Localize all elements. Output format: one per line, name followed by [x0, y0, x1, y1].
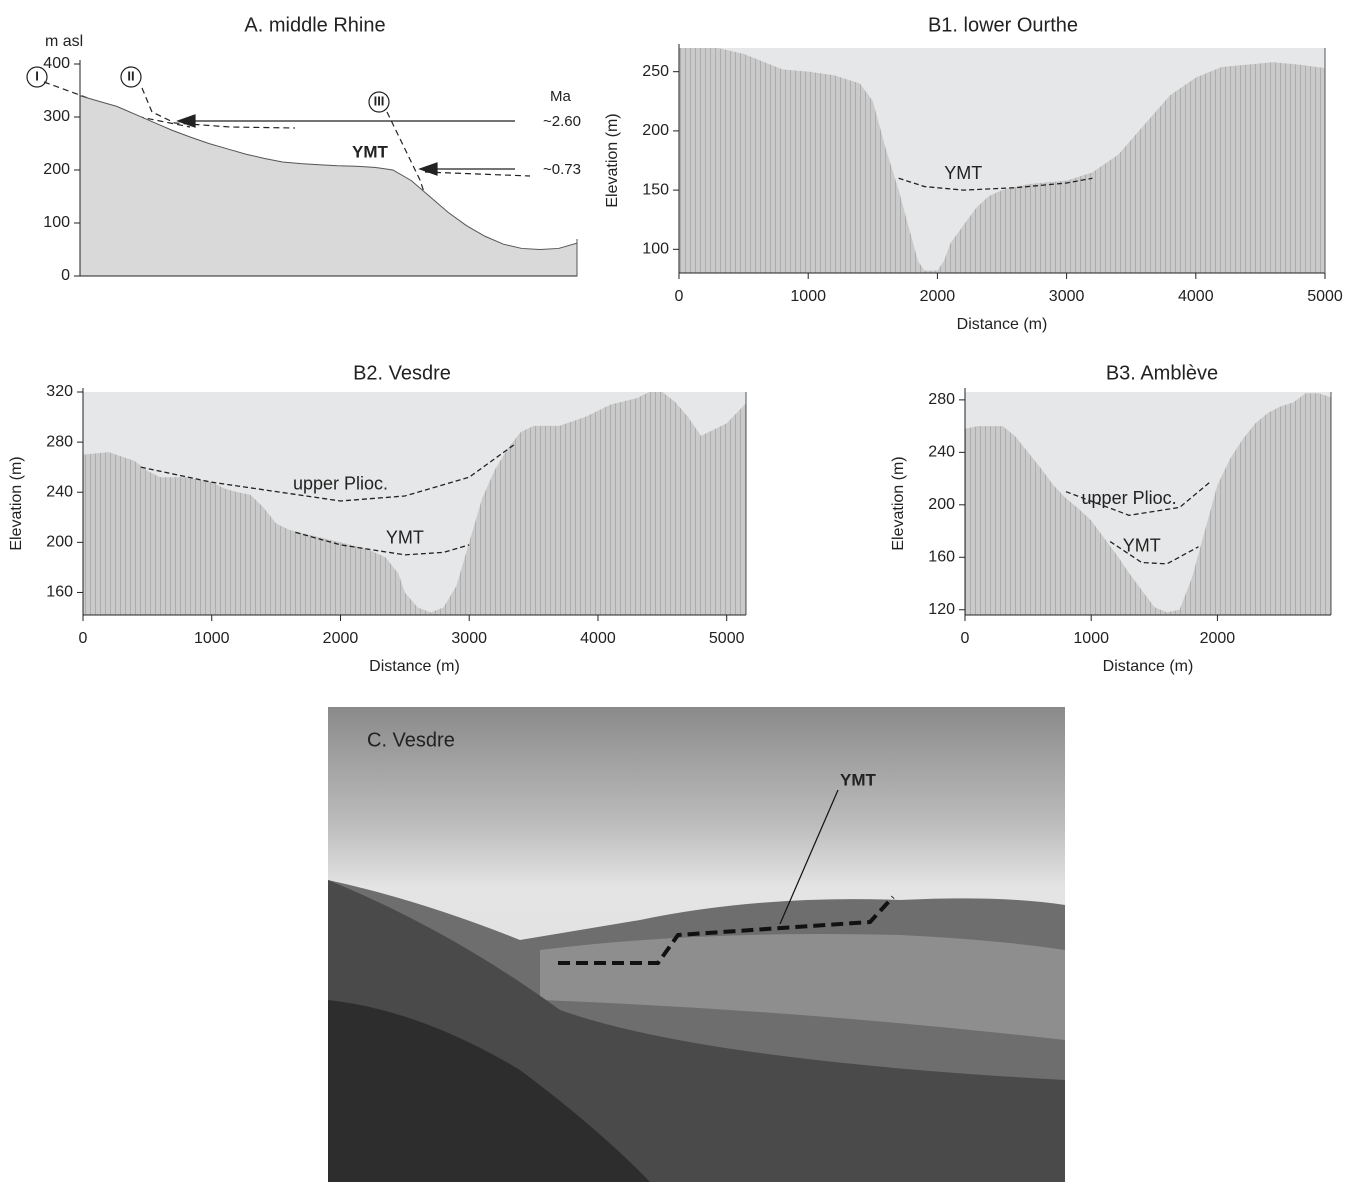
y-axis-label: Elevation (m) — [8, 456, 25, 550]
x-tick-label: 2000 — [1200, 630, 1236, 647]
x-tick-label: 4000 — [1178, 288, 1214, 305]
chart-title: A. middle Rhine — [244, 14, 385, 36]
y-tick-label: 280 — [46, 433, 73, 450]
x-axis-label: Distance (m) — [957, 316, 1048, 333]
line-label: upper Plioc. — [1082, 488, 1177, 508]
x-tick-label: 1000 — [194, 630, 230, 647]
x-axis-label: Distance (m) — [1103, 658, 1194, 675]
x-tick-label: 5000 — [1307, 288, 1343, 305]
line-label: upper Plioc. — [293, 474, 388, 494]
annotation: ~0.73 — [543, 161, 581, 178]
chart-title: B2. Vesdre — [353, 362, 451, 384]
x-tick-label: 3000 — [1049, 288, 1085, 305]
x-tick-label: 1000 — [790, 288, 826, 305]
x-tick-label: 3000 — [451, 630, 487, 647]
chart-title: B3. Amblève — [1106, 362, 1218, 384]
y-axis-label: Elevation (m) — [890, 456, 907, 550]
photo-annotation: YMT — [840, 770, 877, 789]
x-tick-label: 4000 — [580, 630, 616, 647]
x-tick-label: 0 — [961, 630, 970, 647]
y-tick-label: 120 — [928, 601, 955, 618]
annotation: II — [127, 68, 134, 83]
x-tick-label: 1000 — [1073, 630, 1109, 647]
chart-title: B1. lower Ourthe — [928, 14, 1078, 36]
y-tick-label: 100 — [642, 241, 669, 258]
annotation: YMT — [352, 142, 389, 161]
x-axis-label: Distance (m) — [369, 658, 460, 675]
x-tick-label: 2000 — [920, 288, 956, 305]
annotation: III — [374, 93, 385, 108]
y-tick-label: 200 — [43, 161, 70, 178]
line-label: YMT — [386, 528, 424, 548]
y-tick-label: 100 — [43, 214, 70, 231]
x-tick-label: 0 — [79, 630, 88, 647]
annotation: ~2.60 — [543, 113, 581, 130]
y-axis-label: Elevation (m) — [604, 113, 621, 207]
y-tick-label: 160 — [46, 584, 73, 601]
figure: C. Vesdre YMT 0 100 200 300 400 A. middle Rhi… — [0, 0, 1347, 1182]
photo — [328, 707, 1065, 1182]
y-tick-label: 150 — [642, 181, 669, 198]
x-tick-label: 5000 — [709, 630, 745, 647]
y-tick-label: 200 — [46, 534, 73, 551]
y-tick-label: 320 — [46, 383, 73, 400]
y-tick-label: 200 — [642, 122, 669, 139]
y-tick-label: 300 — [43, 108, 70, 125]
y-tick-label: 0 — [61, 267, 70, 284]
profile-area — [80, 96, 577, 276]
y-tick-label: 240 — [46, 483, 73, 500]
x-tick-label: 2000 — [323, 630, 359, 647]
line-label: YMT — [944, 163, 982, 183]
annotation: Ma — [550, 88, 571, 105]
y-tick-label: 400 — [43, 55, 70, 72]
line-label: YMT — [1123, 535, 1161, 555]
annotation: I — [35, 68, 39, 83]
y-tick-label: 240 — [928, 444, 955, 461]
y-tick-label: 160 — [928, 549, 955, 566]
y-tick-label: 250 — [642, 63, 669, 80]
y-axis-label: m asl — [45, 33, 83, 50]
y-tick-label: 280 — [928, 391, 955, 408]
x-tick-label: 0 — [675, 288, 684, 305]
photo-title: C. Vesdre — [367, 729, 455, 751]
y-tick-label: 200 — [928, 496, 955, 513]
